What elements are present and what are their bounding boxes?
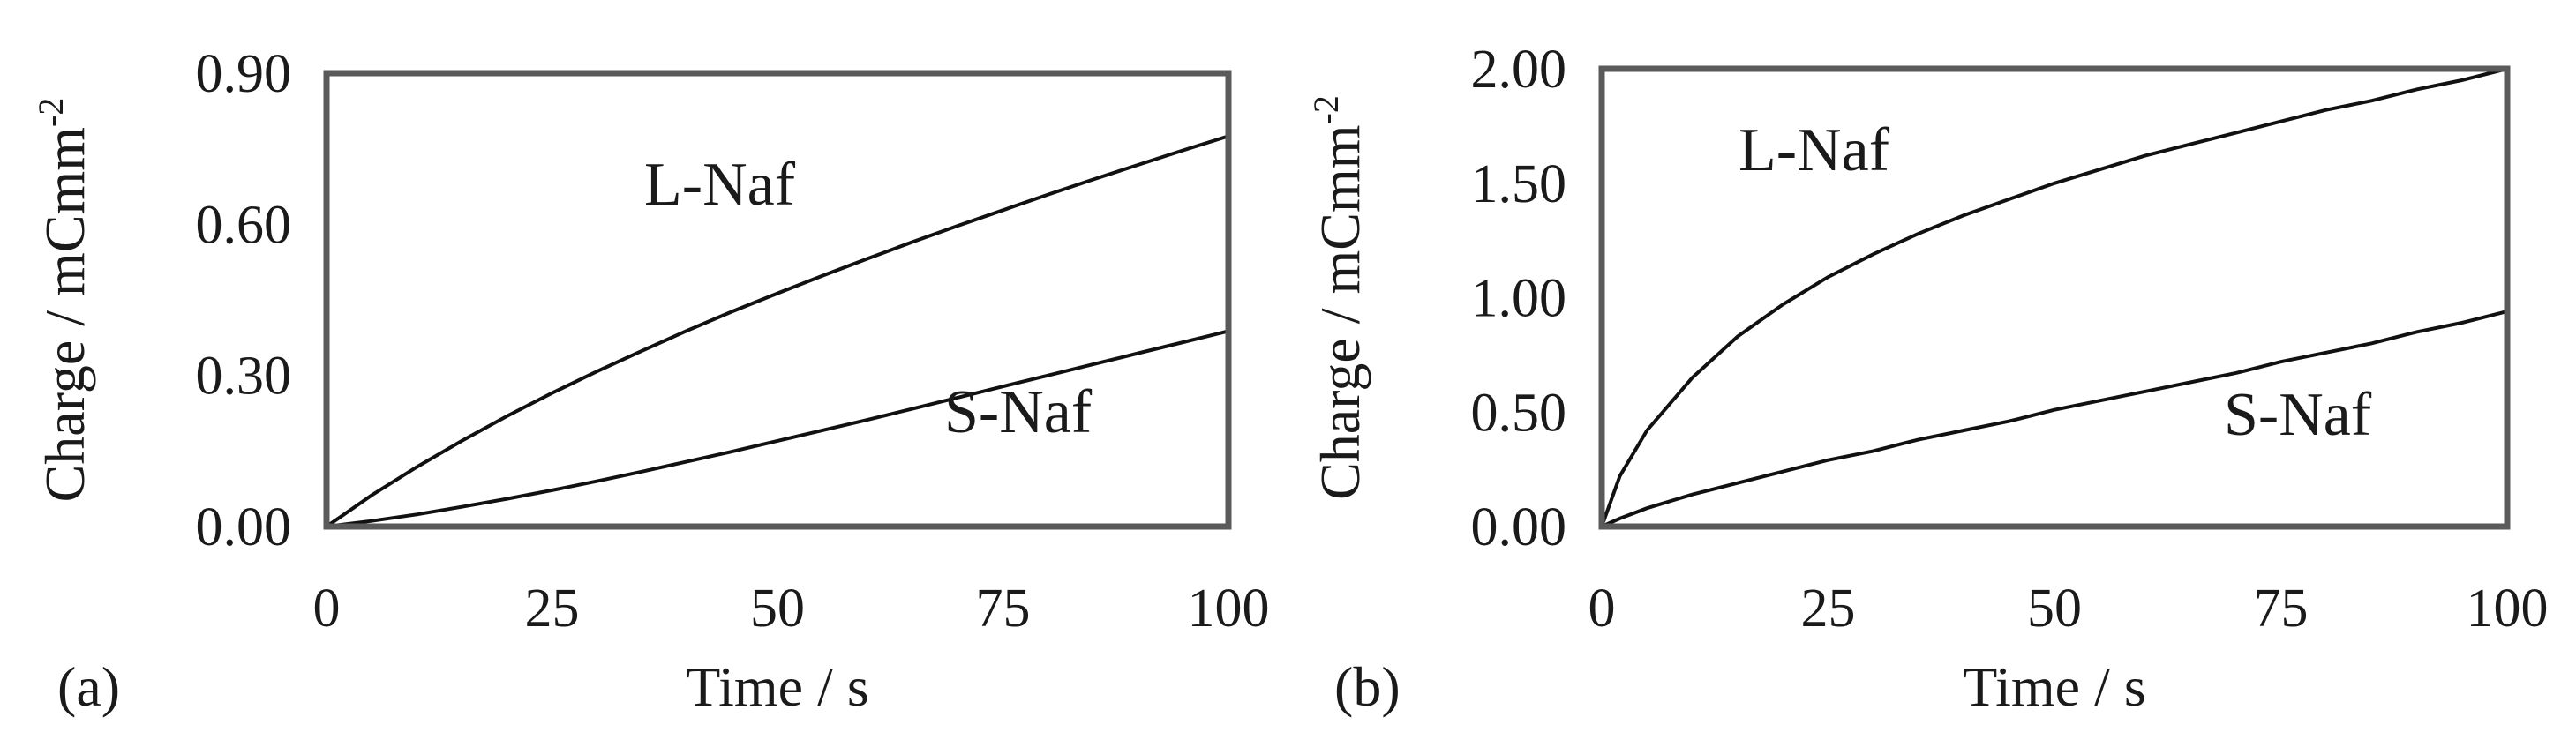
y-axis-title-text: Charge / mCmm: [34, 127, 96, 502]
x-tick-label: 75: [2254, 579, 2309, 639]
series-label: S-Naf: [944, 378, 1093, 446]
x-tick-label: 100: [2467, 579, 2549, 639]
x-tick-label: 0: [313, 579, 341, 639]
y-tick-label: 0.90: [196, 44, 292, 104]
x-tick-label: 75: [976, 579, 1031, 639]
y-tick-label: 0.00: [1471, 497, 1567, 557]
series-line-l-naf: [325, 134, 1229, 528]
y-tick-label: 1.00: [1471, 269, 1567, 329]
y-tick-label: 2.00: [1471, 40, 1567, 100]
x-tick-label: 0: [1588, 579, 1616, 639]
panel-label: (a): [57, 655, 120, 718]
y-tick-label: 0.60: [196, 195, 292, 255]
plot-frame: [1598, 65, 2511, 530]
y-axis-title-superscript: -2: [1306, 95, 1346, 124]
y-axis-title: Charge / mCmm-2: [1306, 95, 1371, 500]
x-tick-label: 25: [525, 579, 580, 639]
panel-a: 0.00 0.30 0.60 0.90 0 25 50 75 100 L-Naf S-Naf Time…: [31, 44, 1270, 718]
series-label: S-Naf: [2224, 381, 2372, 449]
series-label: L-Naf: [1739, 116, 1890, 184]
x-tick-label: 25: [1801, 579, 1856, 639]
plot-frame: [323, 70, 1232, 530]
y-axis-title-superscript: -2: [31, 98, 71, 127]
x-tick-label: 100: [1188, 579, 1270, 639]
y-tick-label: 0.30: [196, 347, 292, 407]
x-axis-title: Time / s: [686, 655, 869, 718]
x-tick-label: 50: [750, 579, 805, 639]
x-axis-title: Time / s: [1963, 655, 2146, 718]
y-tick-label: 0.50: [1471, 383, 1567, 443]
series-line-s-naf: [1601, 310, 2508, 528]
y-axis-title: Charge / mCmm-2: [31, 98, 96, 503]
panel-label: (b): [1334, 655, 1401, 718]
x-tick-label: 50: [2027, 579, 2082, 639]
y-axis-title-text: Charge / mCmm: [1309, 124, 1371, 499]
y-tick-label: 0.00: [196, 497, 292, 557]
panel-b: 0.00 0.50 1.00 1.50 2.00 0 25 50 75 100 L-Naf S-Naf…: [1306, 40, 2549, 718]
series-line-s-naf: [326, 329, 1229, 528]
series-line-l-naf: [1600, 67, 2508, 527]
y-tick-label: 1.50: [1471, 154, 1567, 214]
series-label: L-Naf: [644, 151, 796, 219]
